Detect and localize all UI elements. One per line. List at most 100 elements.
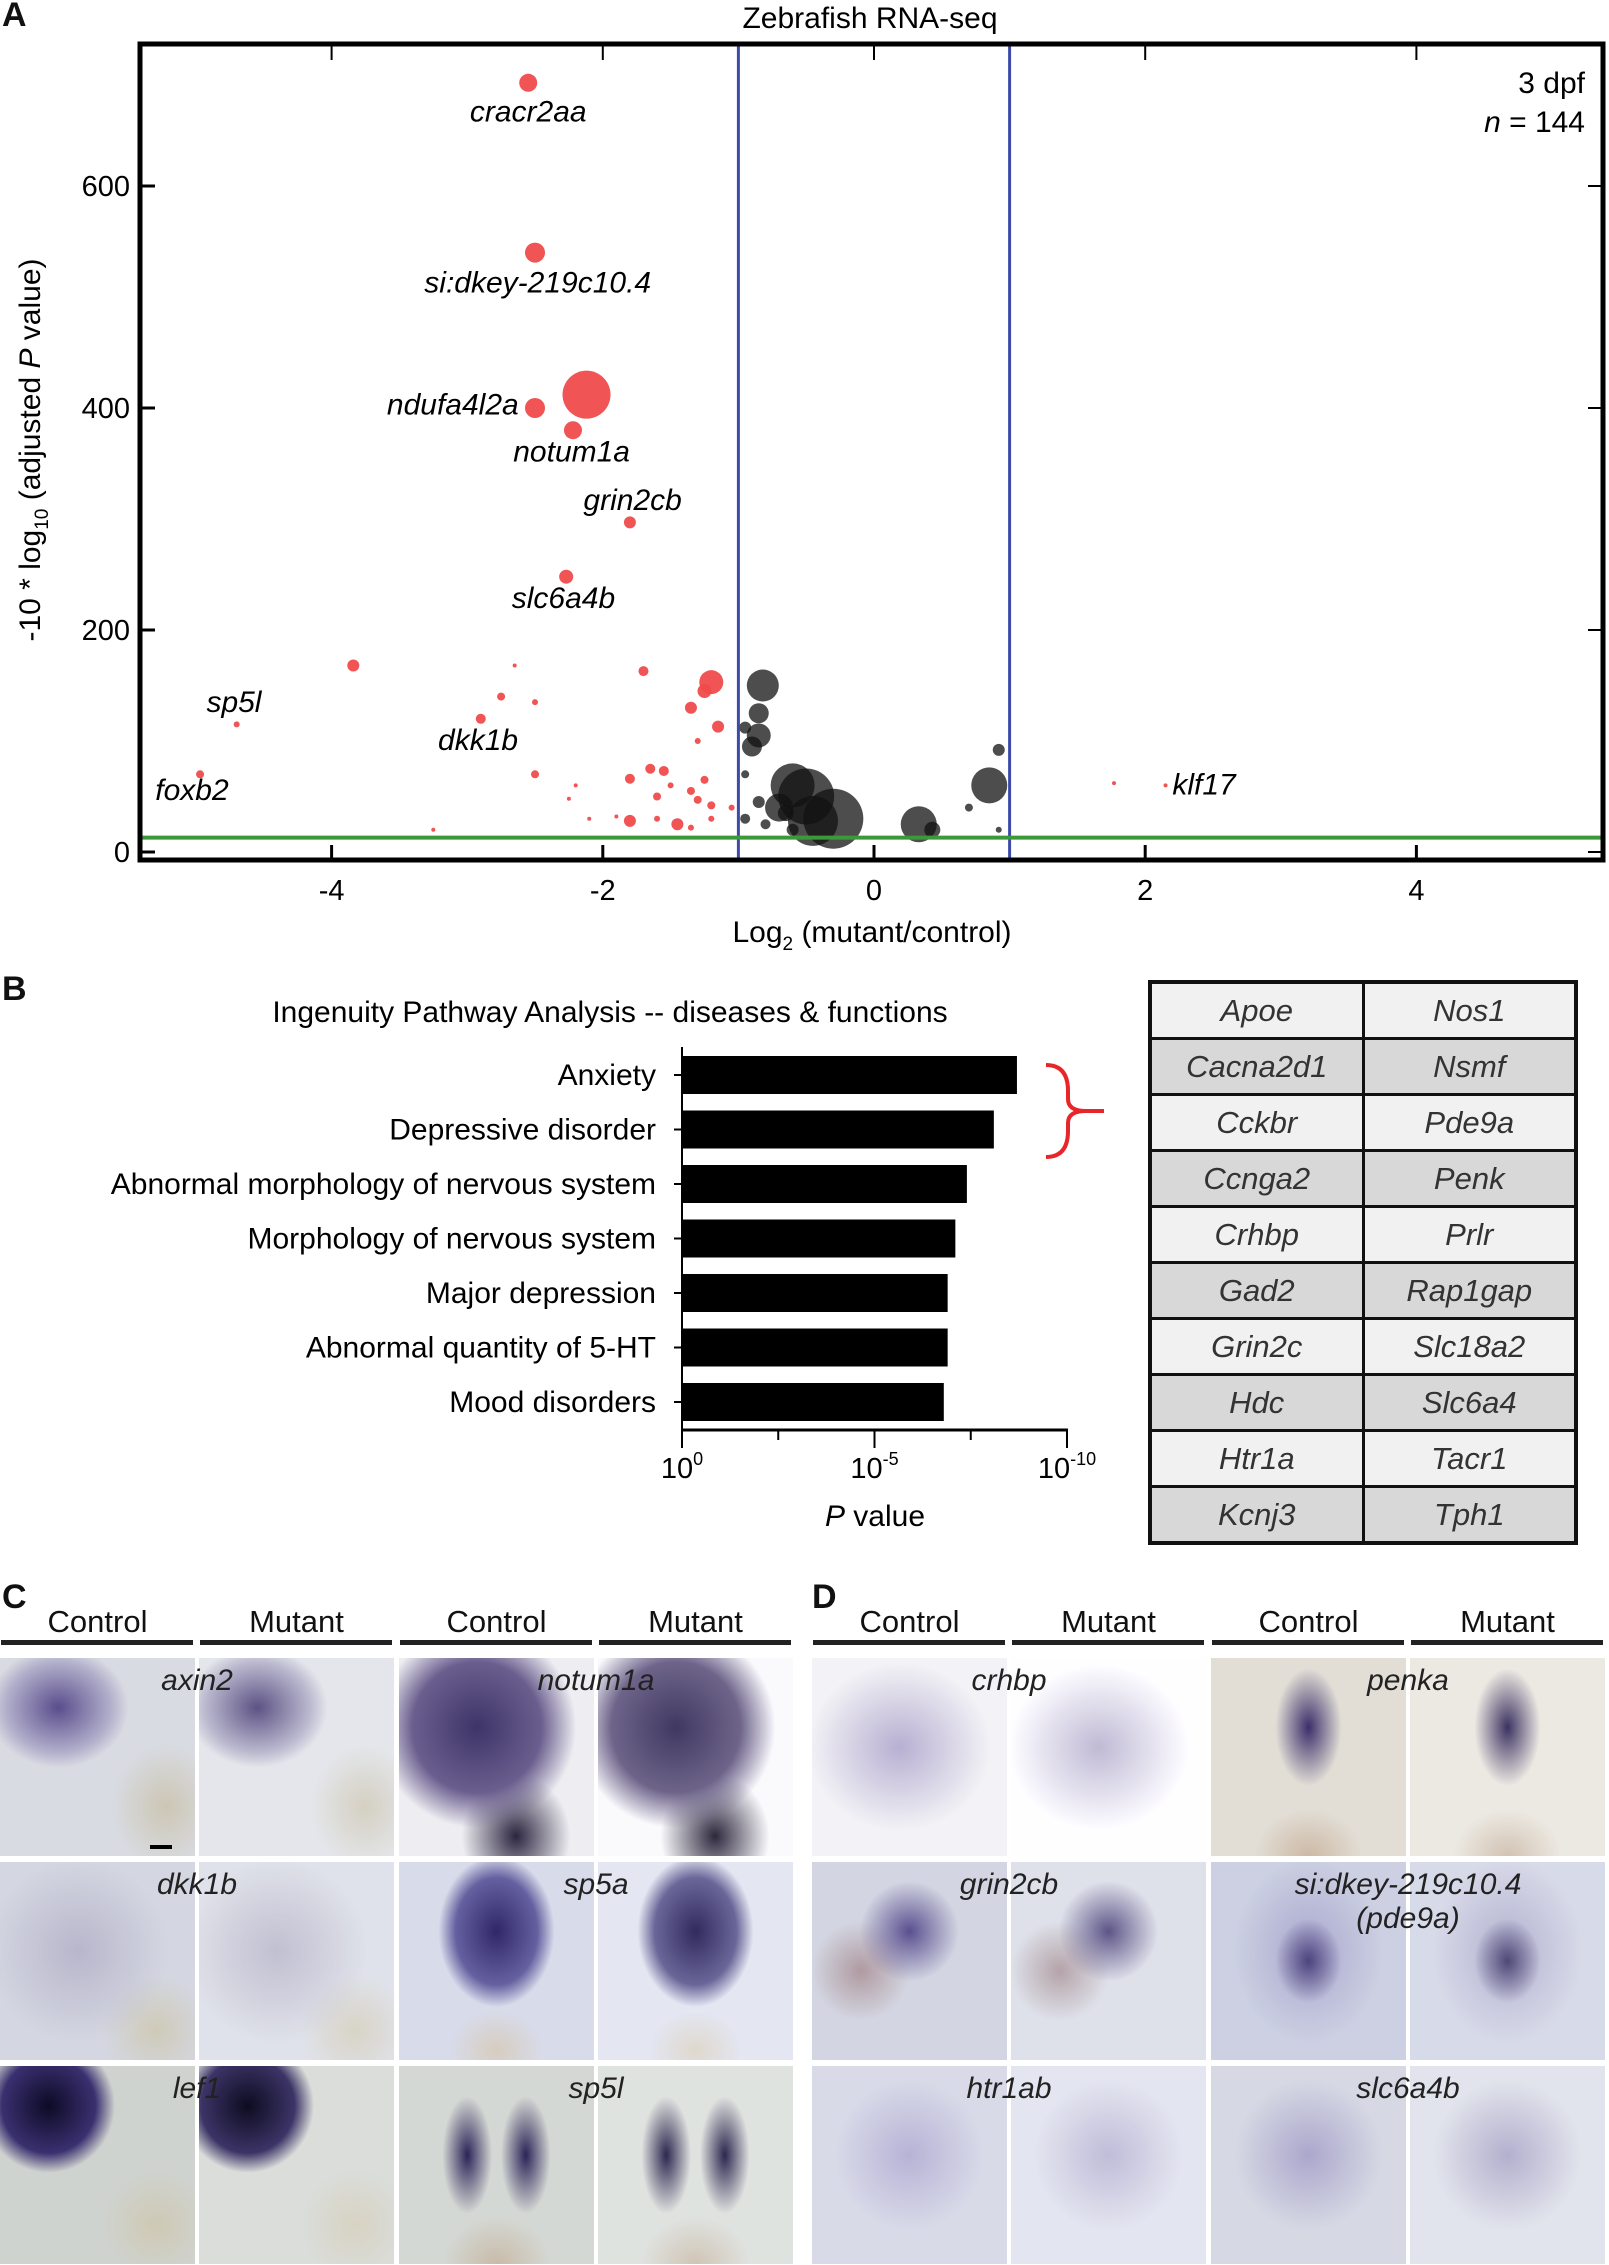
bar xyxy=(682,1056,1017,1094)
gene-label: klf17 xyxy=(1172,768,1237,801)
gene-label: slc6a4b xyxy=(1356,2072,1460,2105)
gene-table-row: Apoe Nos1 xyxy=(1148,980,1578,1040)
data-point-significant xyxy=(707,801,716,810)
control-image xyxy=(1211,1658,1406,1856)
mutant-image xyxy=(199,1658,394,1856)
header-underline xyxy=(813,1640,1005,1645)
gene-cell: Hdc xyxy=(1148,1373,1365,1432)
gene-cell: Nos1 xyxy=(1361,980,1578,1040)
gene-label: sp5a xyxy=(563,1868,629,1901)
data-point-significant xyxy=(728,804,735,811)
gene-table-row: Crhbp Prlr xyxy=(1148,1205,1578,1264)
y-tick-label: 600 xyxy=(82,171,130,203)
column-header-control: Control xyxy=(47,1604,148,1639)
control-image xyxy=(812,2066,1007,2264)
bar xyxy=(682,1328,948,1367)
control-image xyxy=(812,1862,1007,2060)
gene-label: ndufa4l2a xyxy=(387,389,519,422)
gene-table: Apoe Nos1 Cacna2d1 Nsmf Cckbr Pde9a Ccnga2 Penk… xyxy=(1148,980,1578,1545)
y-tick-label: 400 xyxy=(82,393,130,425)
gene-cell: Cacna2d1 xyxy=(1148,1037,1365,1096)
x-axis-label: Log2 (mutant/control) xyxy=(732,916,1011,955)
gene-cell: Nsmf xyxy=(1361,1037,1578,1096)
data-point-nonsignificant xyxy=(924,821,941,838)
gene-table-row: Ccnga2 Penk xyxy=(1148,1149,1578,1208)
mutant-image xyxy=(1410,1862,1605,2060)
mutant-image xyxy=(1011,2066,1206,2264)
gene-label: cracr2aa xyxy=(470,96,587,129)
column-header-control: Control xyxy=(1258,1604,1359,1639)
gene-cell: Gad2 xyxy=(1148,1261,1365,1320)
data-point-significant xyxy=(563,421,582,440)
gene-cell: Htr1a xyxy=(1148,1429,1365,1488)
data-point-nonsignificant xyxy=(760,819,771,830)
panel-label-d: D xyxy=(812,1578,837,1616)
y-tick-label: 0 xyxy=(114,837,130,869)
data-point-significant xyxy=(519,73,538,92)
bar-x-axis-label: P value xyxy=(825,1500,925,1533)
mutant-image xyxy=(598,2066,793,2264)
control-image xyxy=(0,1658,195,1856)
x-tick-label: 0 xyxy=(866,875,882,907)
data-point-significant xyxy=(1163,783,1168,788)
x-tick-label: 100 xyxy=(661,1449,703,1485)
data-point-significant xyxy=(684,701,697,714)
annotation-stage: 3 dpf xyxy=(1518,67,1585,100)
data-point-significant xyxy=(525,398,545,418)
data-point-nonsignificant xyxy=(971,767,1008,804)
gene-table-row: Gad2 Rap1gap xyxy=(1148,1261,1578,1320)
gene-table-row: Htr1a Tacr1 xyxy=(1148,1429,1578,1488)
gene-cell: Penk xyxy=(1361,1149,1578,1208)
data-point-significant xyxy=(697,684,712,699)
gene-label: notum1a xyxy=(537,1664,655,1697)
data-point-nonsignificant xyxy=(992,743,1005,756)
column-header-mutant: Mutant xyxy=(249,1604,344,1639)
x-tick-label: -4 xyxy=(319,875,345,907)
data-point-significant xyxy=(653,792,662,801)
control-image xyxy=(0,1862,195,2060)
bar xyxy=(682,1383,944,1421)
x-tick-label: 4 xyxy=(1408,875,1424,907)
gene-cell: Kcnj3 xyxy=(1148,1485,1365,1545)
control-image xyxy=(0,2066,195,2264)
data-point-significant xyxy=(573,783,578,788)
data-point-significant xyxy=(671,818,684,831)
control-image xyxy=(1211,1862,1406,2060)
data-point-nonsignificant xyxy=(964,803,973,812)
bar xyxy=(682,1219,956,1258)
gene-label: crhbp xyxy=(971,1664,1047,1697)
data-point-nonsignificant xyxy=(741,770,750,779)
gene-cell: Slc6a4 xyxy=(1361,1373,1578,1432)
data-point-significant xyxy=(475,713,486,724)
gene-label: sp5l xyxy=(206,686,262,719)
data-point-significant xyxy=(667,782,674,789)
mutant-image xyxy=(1011,1658,1206,1856)
control-image xyxy=(1211,2066,1406,2264)
bar-chart-title: Ingenuity Pathway Analysis -- diseases &… xyxy=(272,996,947,1029)
data-point-significant xyxy=(531,770,539,779)
column-header-mutant: Mutant xyxy=(1460,1604,1555,1639)
gene-label: slc6a4b xyxy=(512,582,615,615)
gene-label: dkk1b xyxy=(438,724,518,757)
chart-title: Zebrafish RNA-seq xyxy=(742,2,997,35)
gene-table-row: Cckbr Pde9a xyxy=(1148,1093,1578,1152)
gene-alias-label: (pde9a) xyxy=(1356,1902,1460,1935)
gene-cell: Ccnga2 xyxy=(1148,1149,1365,1208)
gene-cell: Grin2c xyxy=(1148,1317,1365,1376)
header-underline xyxy=(1,1640,193,1645)
data-point-nonsignificant xyxy=(746,669,779,702)
mutant-image xyxy=(598,1658,793,1856)
data-point-nonsignificant xyxy=(787,795,838,846)
data-point-nonsignificant xyxy=(786,823,799,836)
category-label: Depressive disorder xyxy=(389,1114,656,1147)
control-image xyxy=(812,1658,1007,1856)
gene-label: penka xyxy=(1367,1664,1449,1697)
bracket-icon xyxy=(1045,1063,1104,1159)
data-point-significant xyxy=(687,824,694,831)
volcano-plot: Zebrafish RNA-seq cracr2aa si:dkey-219c10… xyxy=(14,2,1606,955)
data-point-significant xyxy=(497,692,506,701)
category-label: Major depression xyxy=(426,1277,656,1310)
data-point-significant xyxy=(712,720,725,733)
data-point-significant xyxy=(1112,781,1117,786)
panel-label-a: A xyxy=(2,0,27,34)
